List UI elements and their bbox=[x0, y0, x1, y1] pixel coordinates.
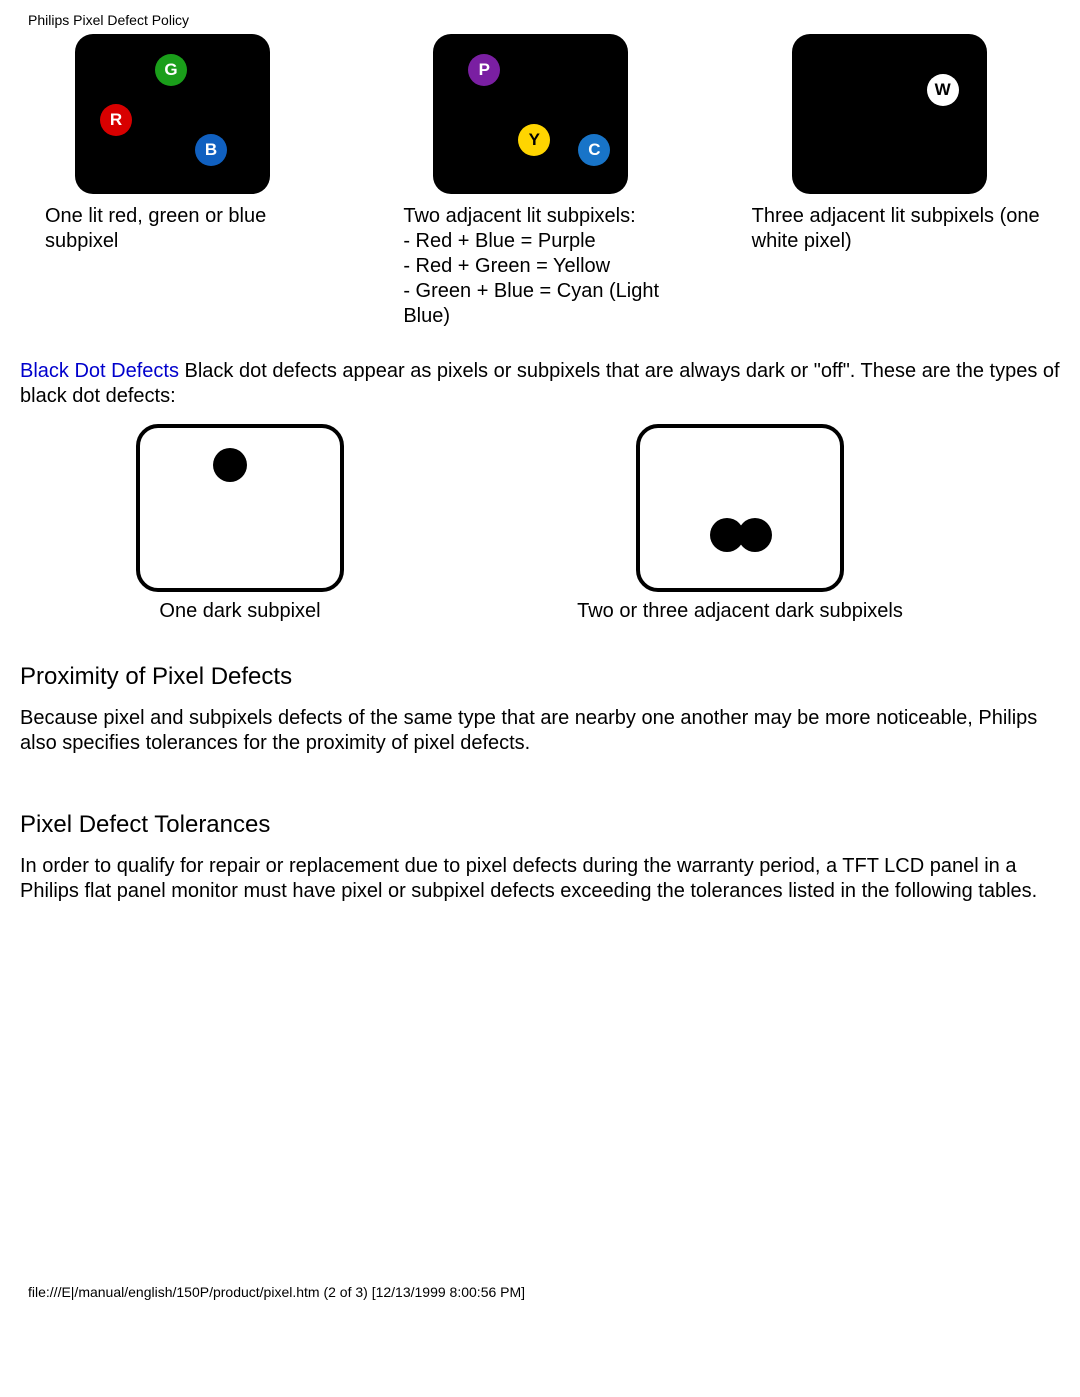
dark-caption-1: One dark subpixel bbox=[110, 600, 370, 623]
caption-line: - Red + Blue = Purple bbox=[403, 230, 595, 252]
dot-label: P bbox=[479, 60, 490, 80]
bright-cell-3: W Three adjacent lit subpixels (one whit… bbox=[792, 34, 1060, 329]
caption-line: - Red + Green = Yellow bbox=[403, 255, 610, 277]
dark-cell-1: One dark subpixel bbox=[110, 424, 370, 623]
dot-label: C bbox=[588, 140, 600, 160]
dot-label: G bbox=[164, 60, 177, 80]
bright-cell-2: P Y C Two adjacent lit subpixels: - Red … bbox=[433, 34, 701, 329]
dot-label: Y bbox=[529, 130, 540, 150]
bright-screen-2: P Y C bbox=[433, 34, 628, 194]
dark-screen-2 bbox=[636, 424, 844, 592]
dot-red: R bbox=[100, 104, 132, 136]
bright-screen-1: G R B bbox=[75, 34, 270, 194]
dark-dot-icon bbox=[738, 518, 772, 552]
bright-cell-1: G R B One lit red, green or blue subpixe… bbox=[75, 34, 343, 329]
black-dot-intro: Black Dot Defects Black dot defects appe… bbox=[20, 359, 1060, 409]
caption-line: Two adjacent lit subpixels: bbox=[403, 205, 635, 227]
bright-caption-2: Two adjacent lit subpixels: - Red + Blue… bbox=[403, 204, 701, 329]
bright-caption-1: One lit red, green or blue subpixel bbox=[45, 204, 343, 254]
bright-caption-3: Three adjacent lit subpixels (one white … bbox=[752, 204, 1060, 254]
caption-line: - Green + Blue = Cyan (Light Blue) bbox=[403, 280, 659, 327]
bright-dot-row: G R B One lit red, green or blue subpixe… bbox=[75, 34, 1060, 329]
dot-purple: P bbox=[468, 54, 500, 86]
tolerances-text: In order to qualify for repair or replac… bbox=[20, 854, 1060, 904]
proximity-text: Because pixel and subpixels defects of t… bbox=[20, 706, 1060, 756]
dot-yellow: Y bbox=[518, 124, 550, 156]
dot-blue: B bbox=[195, 134, 227, 166]
black-dot-term: Black Dot Defects bbox=[20, 360, 179, 382]
page: Philips Pixel Defect Policy G R B One li… bbox=[0, 0, 1080, 1320]
dark-dot-row: One dark subpixel Two or three adjacent … bbox=[110, 424, 1060, 623]
dark-screen-1 bbox=[136, 424, 344, 592]
bright-screen-3: W bbox=[792, 34, 987, 194]
tolerances-heading: Pixel Defect Tolerances bbox=[20, 811, 1060, 839]
dot-cyan: C bbox=[578, 134, 610, 166]
dot-green: G bbox=[155, 54, 187, 86]
proximity-heading: Proximity of Pixel Defects bbox=[20, 663, 1060, 691]
dark-cell-2: Two or three adjacent dark subpixels bbox=[550, 424, 930, 623]
dark-caption-2: Two or three adjacent dark subpixels bbox=[550, 600, 930, 623]
dot-label: B bbox=[205, 140, 217, 160]
dot-label: R bbox=[110, 110, 122, 130]
dot-label: W bbox=[935, 80, 951, 100]
dot-white: W bbox=[927, 74, 959, 106]
dark-dot-icon bbox=[213, 448, 247, 482]
page-header: Philips Pixel Defect Policy bbox=[28, 12, 1060, 28]
page-footer: file:///E|/manual/english/150P/product/p… bbox=[28, 1284, 1060, 1300]
